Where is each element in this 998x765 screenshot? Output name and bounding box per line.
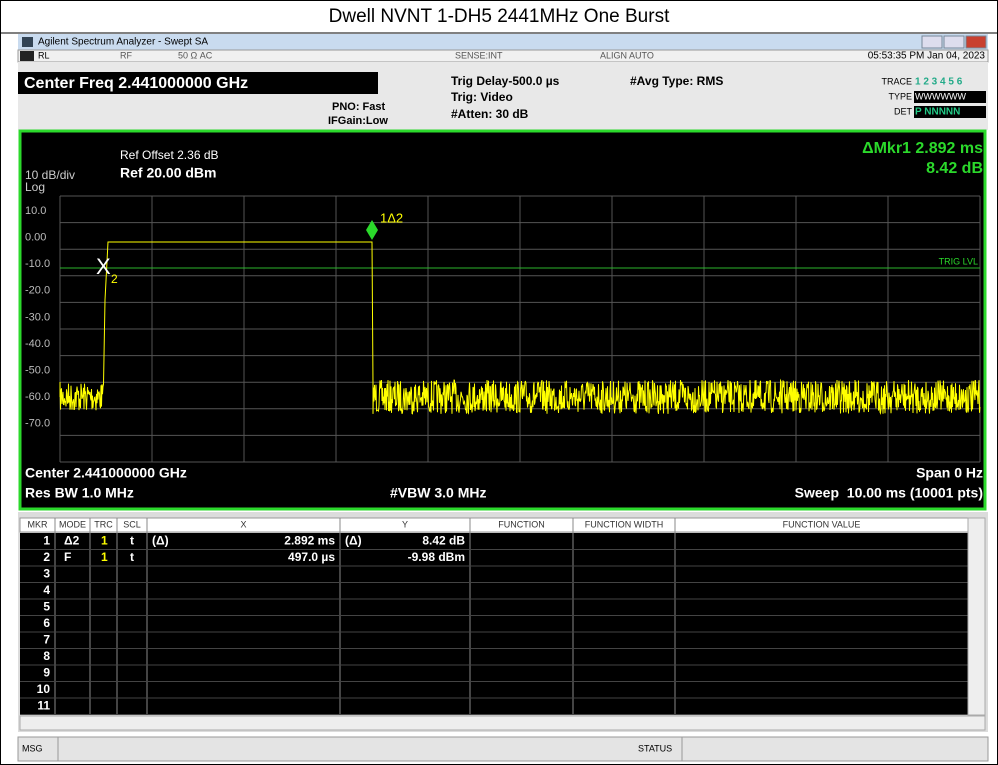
marker-readout: ΔMkr1 2.892 ms [862, 140, 983, 157]
marker-1-diamond [366, 220, 378, 240]
impedance: 50 Ω AC [178, 50, 213, 60]
cell-x: 2.892 ms [284, 533, 335, 547]
y-label: -40.0 [25, 338, 50, 350]
cell-scl: t [130, 533, 134, 547]
ifgain: IFGain:Low [328, 115, 388, 127]
cell-mkr: 5 [43, 599, 50, 613]
status-row [17, 49, 989, 63]
type-values: WWWWWW [915, 91, 966, 101]
column-header: X [240, 519, 246, 529]
marker-2-number: 2 [111, 272, 118, 286]
cell-mkr: 1 [43, 533, 50, 547]
scale: 10 dB/div [25, 168, 75, 182]
trace-label: TRACE [881, 76, 912, 86]
column-header: SCL [123, 519, 141, 529]
marker-value: 8.42 dB [926, 160, 983, 177]
minimize-button[interactable] [921, 35, 943, 49]
datetime: 05:53:35 PM Jan 04, 2023 [868, 51, 986, 62]
title-bar [18, 34, 988, 50]
horizontal-scrollbar[interactable] [19, 715, 986, 731]
cell-mkr: 6 [43, 616, 50, 630]
y-label: -10.0 [25, 258, 50, 270]
type-label: TYPE [888, 91, 912, 101]
avg-type: #Avg Type: RMS [630, 74, 723, 88]
column-header: TRC [94, 519, 113, 529]
column-header: FUNCTION VALUE [783, 519, 861, 529]
cell-mkr: 3 [43, 566, 50, 580]
ref-level: Ref 20.00 dBm [120, 165, 216, 181]
table-body [20, 533, 968, 715]
cell-x: 497.0 µs [288, 550, 335, 564]
column-header: MKR [28, 519, 49, 529]
center-freq: Center Freq 2.441000000 GHz [24, 75, 248, 92]
center-freq-box [18, 72, 378, 94]
trace-values: 1 2 3 4 5 6 [915, 77, 963, 88]
cell-mode: F [64, 550, 71, 564]
plot-area [18, 129, 987, 511]
cell-mkr: 11 [37, 698, 50, 712]
page-title: Dwell NVNT 1-DH5 2441MHz One Burst [329, 6, 670, 27]
center: Center 2.441000000 GHz [25, 465, 187, 481]
y-label: -30.0 [25, 311, 50, 323]
cell-trc: 1 [101, 550, 108, 564]
type-box [914, 91, 986, 103]
column-header: Y [402, 519, 408, 529]
column-header: FUNCTION [498, 519, 545, 529]
marker-1-label: 1Δ2 [380, 210, 403, 225]
atten: #Atten: 30 dB [451, 107, 529, 121]
rf: RF [120, 50, 132, 60]
column-header: MODE [59, 519, 86, 529]
trace [59, 241, 981, 416]
log: Log [25, 180, 45, 194]
y-label: -20.0 [25, 285, 50, 297]
vertical-scrollbar[interactable] [967, 517, 986, 716]
sweep: Sweep 10.00 ms (10001 pts) [795, 485, 983, 501]
cell-y-ref: (Δ) [345, 533, 362, 547]
marker-table: MKR MODE TRC SCL X Y FUNCTION FUNCTION WIDTH FUN… [20, 518, 968, 715]
lxi-icon [20, 51, 34, 61]
cell-mkr: 8 [43, 649, 50, 663]
app-icon [22, 37, 33, 47]
cell-mkr: 4 [43, 583, 50, 597]
y-label: 10.0 [25, 205, 46, 217]
marker-2-x: X [96, 254, 111, 279]
cell-mkr: 9 [43, 665, 50, 679]
status: STATUS [638, 743, 672, 753]
det-label: DET [894, 106, 913, 116]
cell-mkr: 10 [37, 682, 51, 696]
ref-offset: Ref Offset 2.36 dB [120, 148, 219, 162]
cell-mode: Δ2 [64, 533, 80, 547]
trig-delay: Trig Delay-500.0 µs [451, 74, 560, 88]
y-label: -60.0 [25, 391, 50, 403]
cell-y: 8.42 dB [422, 533, 465, 547]
sense: SENSE:INT [455, 50, 503, 60]
rl: RL [38, 50, 50, 60]
window-title: Agilent Spectrum Analyzer - Swept SA [38, 37, 208, 48]
cell-mkr: 2 [43, 550, 50, 564]
column-header: FUNCTION WIDTH [585, 519, 664, 529]
cell-y: -9.98 dBm [408, 550, 465, 564]
res-bw: Res BW 1.0 MHz [25, 485, 134, 501]
close-button[interactable] [965, 35, 987, 49]
cell-scl: t [130, 550, 134, 564]
span: Span 0 Hz [916, 465, 983, 481]
cell-trc: 1 [101, 533, 108, 547]
align: ALIGN AUTO [600, 50, 654, 60]
msg: MSG [22, 743, 43, 753]
trig: Trig: Video [451, 90, 513, 104]
y-label: -70.0 [25, 418, 50, 430]
y-label: -50.0 [25, 365, 50, 377]
restore-button[interactable] [943, 35, 965, 49]
y-label: 0.00 [25, 232, 46, 244]
trig-level-label: TRIG LVL [939, 256, 978, 266]
vbw: #VBW 3.0 MHz [390, 485, 486, 501]
graticule: 10.0 0.00 -10.0 -20.0 -30.0 -40.0 -50.0 -60.0 -7… [25, 195, 981, 463]
cell-x-ref: (Δ) [152, 533, 169, 547]
pno: PNO: Fast [332, 101, 386, 113]
det-box [914, 106, 986, 118]
det-values: P NNNNN [915, 107, 960, 118]
footer [17, 736, 989, 762]
cell-mkr: 7 [43, 632, 50, 646]
